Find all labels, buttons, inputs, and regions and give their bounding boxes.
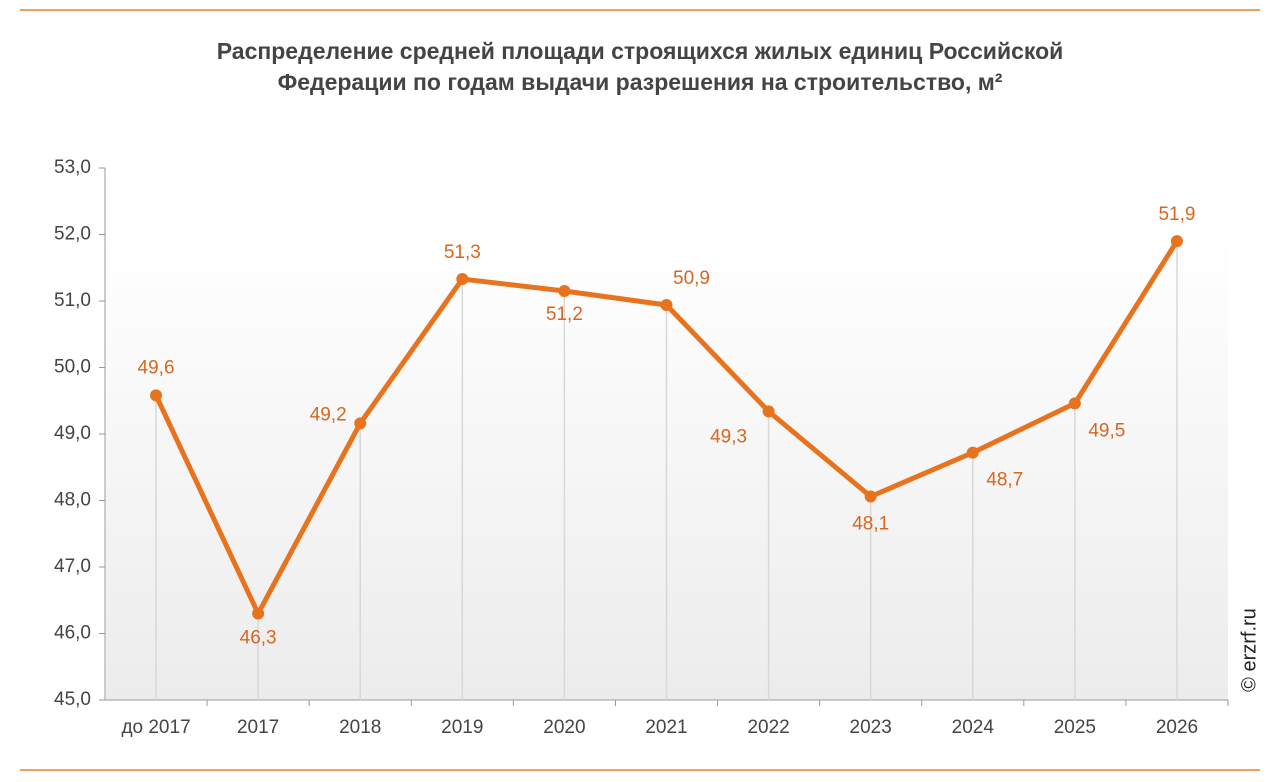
point	[252, 607, 265, 620]
x-tick-label: 2022	[747, 717, 789, 738]
y-tick-label: 52,0	[54, 224, 91, 245]
x-tick-label: 2026	[1156, 717, 1198, 738]
x-tick-label: 2017	[237, 717, 279, 738]
point	[1068, 397, 1081, 410]
data-label: 49,2	[310, 404, 347, 425]
y-tick-label: 46,0	[54, 623, 91, 644]
x-tick-label: 2023	[850, 717, 892, 738]
point	[354, 417, 367, 430]
y-tick-label: 49,0	[54, 423, 91, 444]
point	[966, 446, 979, 459]
point	[660, 298, 673, 311]
watermark: © erzrf.ru	[1238, 608, 1260, 692]
x-tick-label: 2025	[1054, 717, 1096, 738]
data-label: 49,6	[138, 357, 175, 378]
x-tick-label: до 2017	[121, 717, 190, 738]
x-tick-label: 2018	[339, 717, 381, 738]
y-tick-label: 48,0	[54, 490, 91, 511]
point	[864, 490, 877, 503]
y-tick-label: 45,0	[54, 689, 91, 710]
point	[762, 405, 775, 418]
data-label: 51,3	[444, 242, 481, 263]
data-label: 49,5	[1088, 420, 1125, 441]
data-label: 50,9	[673, 268, 710, 289]
point	[558, 285, 571, 298]
y-tick-label: 47,0	[54, 556, 91, 577]
point	[1170, 235, 1183, 248]
x-tick-label: 2020	[543, 717, 585, 738]
y-tick-label: 51,0	[54, 290, 91, 311]
y-tick-label: 53,0	[54, 157, 91, 178]
data-label: 51,2	[546, 304, 583, 325]
x-tick-label: 2021	[645, 717, 687, 738]
data-label: 46,3	[240, 628, 277, 649]
point	[150, 389, 163, 402]
y-tick-label: 50,0	[54, 357, 91, 378]
chart-title: Распределение средней площади строящихся…	[216, 38, 1064, 95]
data-label: 49,3	[710, 426, 747, 447]
data-label: 48,7	[986, 470, 1023, 491]
data-label: 51,9	[1158, 204, 1195, 225]
point	[456, 273, 469, 286]
x-tick-label: 2019	[441, 717, 483, 738]
x-tick-label: 2024	[952, 717, 995, 738]
data-label: 48,1	[852, 514, 889, 535]
